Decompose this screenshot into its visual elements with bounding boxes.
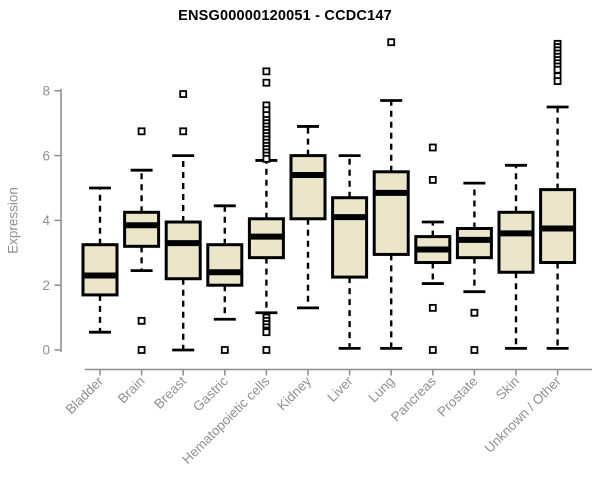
iqr-box <box>164 220 202 281</box>
boxplot-group-breast <box>164 90 202 352</box>
outlier-point <box>179 127 188 136</box>
x-tick-label: Liver <box>324 373 356 405</box>
outlier-point <box>387 38 396 47</box>
iqr-box <box>81 243 119 297</box>
outlier-point <box>553 65 562 74</box>
iqr-box <box>206 243 244 287</box>
outlier-point <box>262 328 271 337</box>
boxplot-group-gastric <box>206 204 244 354</box>
outlier-point <box>179 90 188 98</box>
y-axis-title: Expression <box>5 187 21 254</box>
x-tick-label: Lung <box>365 374 397 406</box>
y-tick-label: 4 <box>42 213 50 228</box>
outlier-point <box>428 303 437 312</box>
x-tick-label: Kidney <box>274 373 314 413</box>
x-tick-label: Breast <box>151 373 189 411</box>
x-tick-label: Pancreas <box>388 373 439 424</box>
x-tick-label: Bladder <box>63 373 107 417</box>
outlier-point <box>262 154 271 163</box>
iqr-box <box>123 210 161 248</box>
boxplot-group-prostate <box>455 181 493 354</box>
boxplot-group-brain <box>123 127 161 354</box>
x-tick-label: Skin <box>493 374 522 403</box>
iqr-box <box>289 154 327 221</box>
y-tick-label: 0 <box>42 343 50 358</box>
chart-title: ENSG00000120051 - CCDC147 <box>178 8 392 24</box>
outlier-point <box>553 77 562 85</box>
y-tick-label: 2 <box>42 278 50 293</box>
x-tick-label: Gastric <box>190 373 231 414</box>
boxplot-group-unknown-other <box>539 39 577 350</box>
outlier-point <box>137 127 146 136</box>
outlier-point <box>428 175 437 184</box>
boxplot-group-hematopoietic-cells <box>247 67 285 354</box>
iqr-box <box>331 196 369 279</box>
x-tick-label: Prostate <box>434 374 480 420</box>
x-tick-label: Brain <box>115 374 148 407</box>
outlier-point <box>220 346 229 354</box>
boxplot-group-bladder <box>81 186 119 334</box>
outlier-point <box>262 346 271 354</box>
x-tick-label: Unknown / Other <box>481 373 564 456</box>
outlier-point <box>262 67 271 76</box>
boxplot-group-liver <box>331 154 369 350</box>
outlier-point <box>137 316 146 325</box>
boxplot-group-skin <box>497 163 535 350</box>
y-tick-label: 8 <box>42 84 50 99</box>
outlier-point <box>470 308 479 317</box>
outlier-point <box>470 346 479 354</box>
outlier-point <box>262 78 271 87</box>
boxplot-group-pancreas <box>414 143 452 354</box>
boxplot-group-kidney <box>289 125 327 310</box>
iqr-box <box>372 170 410 256</box>
iqr-box <box>497 210 535 274</box>
outlier-point <box>137 346 146 354</box>
boxplot-group-lung <box>372 38 410 350</box>
outlier-point <box>428 143 437 152</box>
iqr-box <box>455 227 493 260</box>
outlier-point <box>428 346 437 354</box>
y-axis: 0 2 4 6 8 <box>42 84 62 358</box>
y-tick-label: 6 <box>42 148 50 163</box>
